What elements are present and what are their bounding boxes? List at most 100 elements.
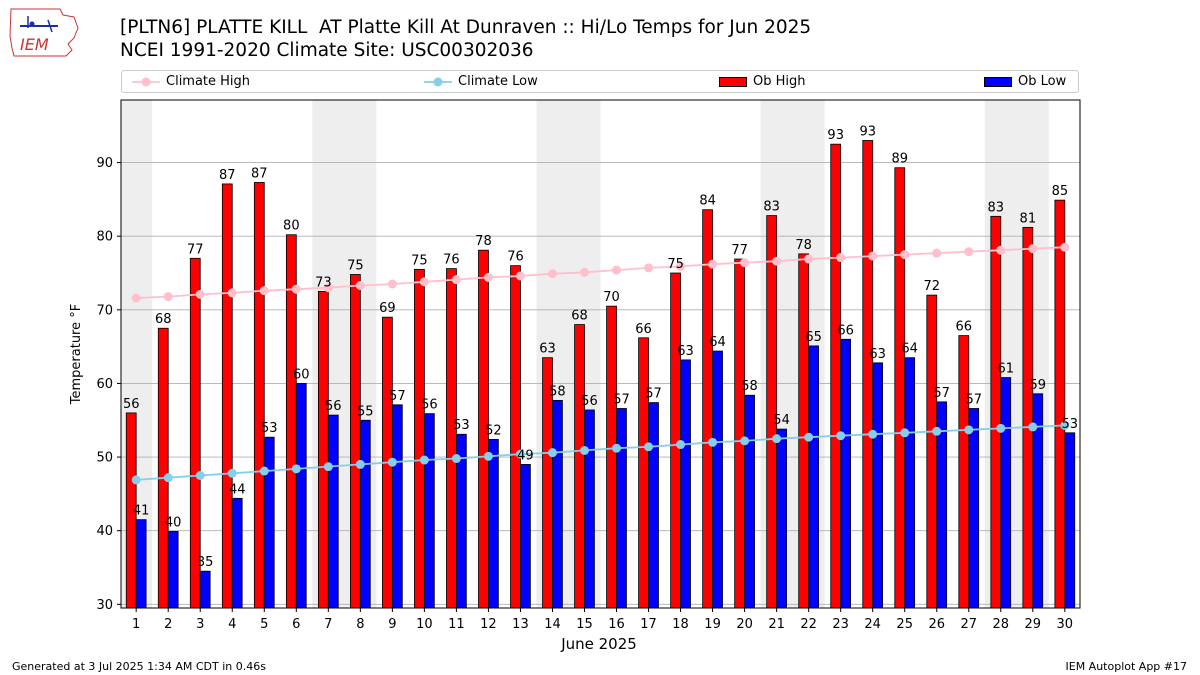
climate-high-point	[900, 250, 910, 260]
ob-low-label: 57	[933, 386, 950, 401]
climate-low-point	[483, 451, 493, 461]
x-tick-label: 6	[292, 617, 300, 632]
ob-high-bar	[670, 272, 681, 609]
ob-high-bar	[253, 182, 265, 609]
x-tick-label: 20	[736, 617, 753, 632]
ob-low-bar	[648, 402, 659, 609]
ob-high-label: 83	[763, 200, 780, 215]
ob-low-bar	[295, 383, 307, 609]
climate-low-point	[996, 423, 1006, 433]
climate-low-point	[932, 426, 942, 436]
climate-low-point	[612, 443, 622, 453]
ob-low-label: 53	[453, 418, 470, 433]
climate-high-point	[483, 272, 493, 282]
ob-high-bar	[926, 294, 938, 609]
ob-high-bar	[894, 167, 906, 609]
legend-label: Climate High	[166, 74, 251, 89]
ob-high-bar	[317, 291, 329, 609]
ob-high-bar	[350, 274, 361, 609]
ob-high-bar	[382, 316, 393, 609]
ob-low-label: 57	[389, 389, 406, 404]
ob-low-label: 59	[1029, 378, 1046, 393]
ob-low-bar	[488, 439, 499, 609]
ob-high-label: 73	[315, 275, 332, 290]
legend-ob-low: Ob Low	[984, 74, 1066, 89]
climate-low-point	[868, 429, 878, 439]
weekend-shade	[984, 100, 1017, 608]
y-tick-label: 90	[96, 156, 113, 171]
ob-high-bar	[189, 257, 201, 609]
x-tick-label: 5	[260, 617, 268, 632]
ob-low-bar	[231, 497, 243, 609]
climate-low-point	[387, 457, 397, 467]
ob-low-label: 41	[133, 504, 150, 519]
ob-high-bar	[766, 215, 778, 609]
weekend-shade	[312, 100, 345, 608]
x-tick-label: 27	[960, 617, 977, 632]
weekend-shade	[536, 100, 569, 608]
ob-low-label: 64	[709, 335, 726, 350]
legend-label: Ob Low	[1018, 74, 1067, 89]
legend-label: Climate Low	[458, 74, 538, 89]
climate-high-point	[740, 258, 750, 268]
climate-low-point	[259, 466, 269, 476]
legend-bar-swatch-icon	[719, 76, 747, 87]
weekend-shade	[344, 100, 377, 608]
ob-low-bar	[712, 350, 723, 609]
ob-high-label: 75	[411, 253, 428, 268]
y-tick-label: 80	[96, 230, 113, 245]
x-tick-label: 22	[800, 617, 817, 632]
x-tick-label: 16	[608, 617, 625, 632]
y-tick-label: 60	[96, 377, 113, 392]
x-tick-label: 23	[832, 617, 849, 632]
climate-low-point	[131, 475, 141, 485]
x-tick-label: 10	[416, 617, 433, 632]
ob-high-label: 77	[187, 242, 204, 257]
legend-bar-swatch-icon	[984, 76, 1012, 87]
generated-timestamp: Generated at 3 Jul 2025 1:34 AM CDT in 0…	[12, 660, 266, 673]
x-tick-label: 17	[640, 617, 657, 632]
ob-high-label: 81	[1020, 211, 1037, 226]
ob-low-bar	[840, 338, 851, 609]
ob-high-label: 72	[923, 279, 940, 294]
x-tick-label: 26	[928, 617, 945, 632]
ob-high-label: 78	[475, 234, 492, 249]
x-tick-label: 29	[1025, 617, 1042, 632]
climate-low-point	[195, 470, 205, 480]
ob-low-label: 56	[421, 398, 438, 413]
ob-low-label: 61	[997, 362, 1014, 377]
climate-low-point	[451, 454, 461, 464]
x-tick-label: 11	[448, 617, 465, 632]
ob-low-bar	[904, 357, 916, 609]
ob-high-bar	[125, 412, 137, 609]
climate-low-point	[900, 428, 910, 438]
ob-high-bar	[830, 143, 842, 609]
climate-high-point	[868, 251, 878, 261]
ob-low-label: 44	[229, 482, 246, 497]
ob-low-label: 65	[805, 330, 822, 345]
climate-low-point	[579, 445, 589, 455]
climate-low-point	[740, 436, 750, 446]
ob-high-bar	[638, 337, 649, 609]
climate-low-point	[1028, 422, 1038, 432]
climate-high-point	[419, 277, 429, 287]
ob-low-label: 35	[197, 555, 214, 570]
app-credit: IEM Autoplot App #17	[1065, 660, 1188, 673]
ob-high-bar	[990, 215, 1002, 609]
climate-low-point	[419, 455, 429, 465]
x-tick-label: 8	[356, 617, 364, 632]
ob-high-label: 83	[988, 200, 1005, 215]
climate-high-point	[964, 247, 974, 257]
ob-low-label: 56	[325, 399, 342, 414]
climate-high-line	[136, 246, 1065, 299]
climate-high-point	[644, 263, 654, 273]
climate-low-point	[964, 425, 974, 435]
ob-high-label: 63	[539, 342, 556, 357]
ob-low-label: 52	[485, 423, 502, 438]
y-axis-label: Temperature °F	[69, 304, 84, 405]
ob-low-label: 57	[965, 392, 982, 407]
ob-high-bar	[862, 140, 874, 609]
ob-low-label: 55	[357, 404, 374, 419]
ob-low-bar	[327, 414, 339, 609]
